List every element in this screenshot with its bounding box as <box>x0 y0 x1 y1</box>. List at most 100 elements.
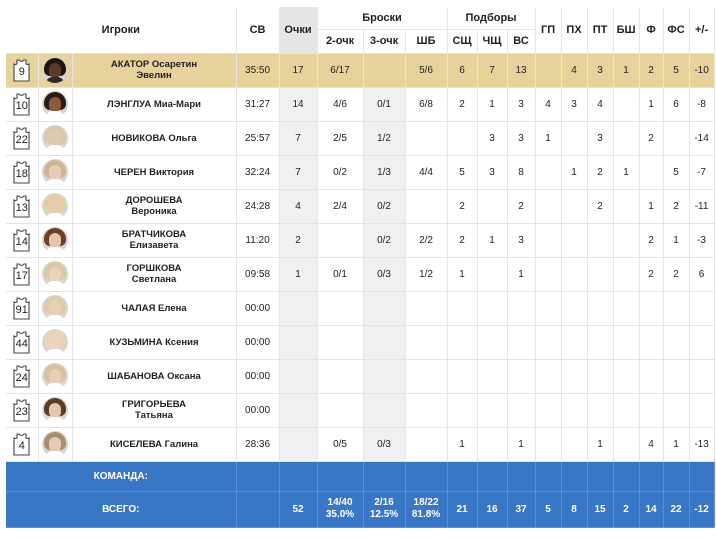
col-steals[interactable]: ПТ <box>587 7 614 54</box>
col-total-reb[interactable]: ВС <box>507 29 536 54</box>
player-row[interactable]: 9 АКАТОР Осаретин Эвелин 35:50 17 6/17 5/6 6 7 13… <box>6 53 715 88</box>
stat-assists <box>535 155 562 190</box>
player-avatar[interactable] <box>42 125 68 151</box>
player-name[interactable]: КИСЕЛЕВА Галина <box>72 427 237 462</box>
stat-assists: 4 <box>535 87 562 122</box>
stat-three-pt: 1/3 <box>363 155 406 190</box>
player-avatar[interactable] <box>42 295 68 321</box>
player-avatar[interactable] <box>42 57 68 83</box>
stat-turnovers: 4 <box>561 53 588 88</box>
stat-minutes: 09:58 <box>236 257 280 292</box>
stat-plus-minus: -14 <box>689 121 715 156</box>
player-row[interactable]: 18 ЧЕРЕН Виктория 32:24 7 0/2 1/3 4/4 5 3 8 1 2 1 5 -7 <box>6 155 715 190</box>
player-avatar[interactable] <box>42 431 68 457</box>
player-name[interactable]: ЧАЛАЯ Елена <box>72 291 237 326</box>
player-name[interactable]: КУЗЬМИНА Ксения <box>72 325 237 360</box>
player-row[interactable]: 4 КИСЕЛЕВА Галина 28:36 0/5 0/3 1 1 1 4 1 -13 <box>6 427 715 462</box>
avatar-cell <box>38 223 73 258</box>
player-avatar[interactable] <box>42 329 68 355</box>
player-avatar[interactable] <box>42 227 68 253</box>
stat-three-pt: 0/3 <box>363 427 406 462</box>
player-name[interactable]: БРАТЧИКОВА Елизавета <box>72 223 237 258</box>
col-points[interactable]: Очки <box>279 7 318 54</box>
col-players[interactable]: Игроки <box>6 7 237 54</box>
jersey-cell: 13 <box>6 189 39 224</box>
player-row[interactable]: 22 НОВИКОВА Ольга 25:57 7 2/5 1/2 3 3 1 3 2 -14 <box>6 121 715 156</box>
col-def-reb[interactable]: СЩ <box>447 29 478 54</box>
col-fouls[interactable]: Ф <box>639 7 664 54</box>
player-name[interactable]: ШАБАНОВА Оксана <box>72 359 237 394</box>
stat-total-reb: 13 <box>507 53 536 88</box>
col-blocks[interactable]: БШ <box>613 7 640 54</box>
player-name[interactable]: ГОРШКОВА Светлана <box>72 257 237 292</box>
stat-def-reb <box>447 291 478 326</box>
table-header: Игроки СВ Очки Броски Подборы ГП ПХ ПТ Б… <box>6 7 715 54</box>
player-row[interactable]: 17 ГОРШКОВА Светлана 09:58 1 0/1 0/3 1/2 1 1 2 2 6 <box>6 257 715 292</box>
player-name[interactable]: ДОРОШЕВА Вероника <box>72 189 237 224</box>
stat-minutes: 25:57 <box>236 121 280 156</box>
team-row: КОМАНДА: <box>6 461 715 492</box>
stat-two-pt <box>317 291 364 326</box>
stat-minutes: 00:00 <box>236 393 280 428</box>
stat-plus-minus: -13 <box>689 427 715 462</box>
col-plus-minus[interactable]: +/- <box>689 7 715 54</box>
col-assists[interactable]: ГП <box>535 7 562 54</box>
stat-points <box>279 291 318 326</box>
stat-minutes: 35:50 <box>236 53 280 88</box>
total-turnovers: 8 <box>561 491 588 528</box>
col-group-shots: Броски <box>317 7 448 30</box>
stat-free-throw <box>405 393 448 428</box>
stat-def-reb: 1 <box>447 257 478 292</box>
player-avatar[interactable] <box>42 397 68 423</box>
stat-turnovers: 3 <box>561 87 588 122</box>
stat-points: 17 <box>279 53 318 88</box>
player-row[interactable]: 44 КУЗЬМИНА Ксения 00:00 <box>6 325 715 360</box>
stat-def-reb <box>447 393 478 428</box>
stat-turnovers: 1 <box>561 155 588 190</box>
player-row[interactable]: 13 ДОРОШЕВА Вероника 24:28 4 2/4 0/2 2 2 2 1 2 -11 <box>6 189 715 224</box>
stat-def-reb <box>447 359 478 394</box>
stat-fouls <box>639 325 664 360</box>
stat-off-reb <box>477 291 508 326</box>
stat-def-reb: 1 <box>447 427 478 462</box>
stat-def-reb: 2 <box>447 189 478 224</box>
player-name[interactable]: ЛЭНГЛУА Миа-Мари <box>72 87 237 122</box>
stat-minutes: 24:28 <box>236 189 280 224</box>
player-row[interactable]: 91 ЧАЛАЯ Елена 00:00 <box>6 291 715 326</box>
player-row[interactable]: 14 БРАТЧИКОВА Елизавета 11:20 2 0/2 2/2 2 1 3 2 1 -3 <box>6 223 715 258</box>
player-avatar[interactable] <box>42 261 68 287</box>
stat-two-pt: 2/5 <box>317 121 364 156</box>
player-row[interactable]: 10 ЛЭНГЛУА Миа-Мари 31:27 14 4/6 0/1 6/8 2 1 3 4 3 4… <box>6 87 715 122</box>
player-name[interactable]: АКАТОР Осаретин Эвелин <box>72 53 237 88</box>
player-name[interactable]: ГРИГОРЬЕВА Татьяна <box>72 393 237 428</box>
stat-fouls-drawn: 2 <box>663 189 690 224</box>
col-fouls-drawn[interactable]: ФС <box>663 7 690 54</box>
player-name[interactable]: ЧЕРЕН Виктория <box>72 155 237 190</box>
jersey-icon: 14 <box>12 228 31 252</box>
total-three-pt: 2/16 12.5% <box>363 491 406 528</box>
stat-turnovers <box>561 427 588 462</box>
player-name[interactable]: НОВИКОВА Ольга <box>72 121 237 156</box>
player-avatar[interactable] <box>42 159 68 185</box>
jersey-number: 13 <box>15 201 28 214</box>
stat-assists <box>535 53 562 88</box>
col-three-pt[interactable]: 3-очк <box>363 29 406 54</box>
player-avatar[interactable] <box>42 193 68 219</box>
col-minutes[interactable]: СВ <box>236 7 280 54</box>
col-off-reb[interactable]: ЧЩ <box>477 29 508 54</box>
jersey-icon: 24 <box>12 364 31 388</box>
stat-blocks <box>613 359 640 394</box>
stat-fouls: 2 <box>639 121 664 156</box>
stat-free-throw <box>405 291 448 326</box>
player-row[interactable]: 24 ШАБАНОВА Оксана 00:00 <box>6 359 715 394</box>
stat-points <box>279 325 318 360</box>
player-avatar[interactable] <box>42 91 68 117</box>
player-row[interactable]: 23 ГРИГОРЬЕВА Татьяна 00:00 <box>6 393 715 428</box>
stat-turnovers <box>561 189 588 224</box>
jersey-cell: 91 <box>6 291 39 326</box>
avatar-cell <box>38 155 73 190</box>
player-avatar[interactable] <box>42 363 68 389</box>
col-turnovers[interactable]: ПХ <box>561 7 588 54</box>
col-two-pt[interactable]: 2-очк <box>317 29 364 54</box>
col-free-throw[interactable]: ШБ <box>405 29 448 54</box>
